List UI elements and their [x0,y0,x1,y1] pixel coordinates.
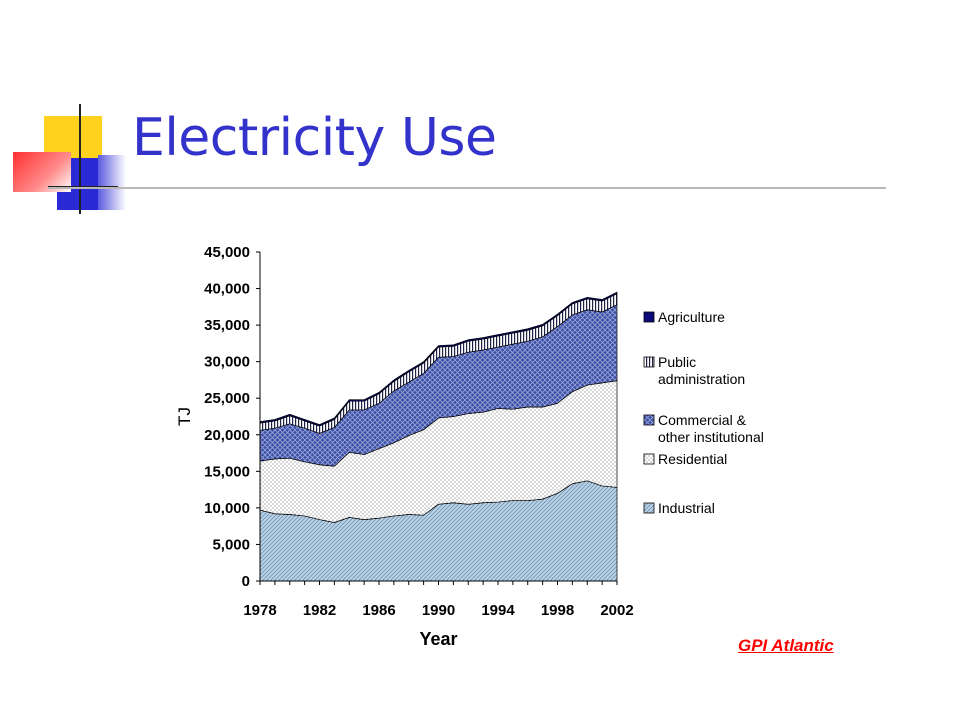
x-tick-label: 1990 [422,602,455,619]
accent-red-block [13,152,71,192]
title-rule [48,187,886,189]
legend-swatch-public-administration [643,356,655,368]
y-tick-label: 45,000 [204,244,250,261]
y-tick-label: 15,000 [204,463,250,480]
legend-label-industrial: Industrial [658,500,715,516]
y-tick-label: 25,000 [204,390,250,407]
x-tick-label: 1982 [303,602,336,619]
y-tick-label: 20,000 [204,427,250,444]
accent-blue-glow [98,155,126,210]
legend-swatch-commercial-and-other-institutional [643,414,655,426]
legend-swatch-industrial [643,502,655,514]
legend-swatch-residential [643,453,655,465]
legend-swatch-agriculture [643,311,655,323]
stacked-area-chart: 0 5,000 10,000 15,000 20,000 25,000 30,000 35,0… [175,244,764,649]
plot-area: 0 5,000 10,000 15,000 20,000 25,000 30,000 35,0… [175,244,634,649]
y-tick-label: 10,000 [204,500,250,517]
x-tick-label: 2002 [600,602,633,619]
accent-vertical-line [79,104,81,214]
legend-label-residential: Residential [658,451,727,467]
area-agriculture [259,291,618,427]
gpi-atlantic-link[interactable]: GPI Atlantic [738,636,834,655]
legend-label-public-administration: Public [658,354,696,370]
legend-label-public-administration: administration [658,371,745,387]
x-axis-label: Year [419,629,457,649]
x-tick-label: 1978 [243,602,276,619]
legend-label-agriculture: Agriculture [658,309,725,325]
x-tick-label: 1998 [541,602,574,619]
x-tick-label: 1986 [362,602,395,619]
y-tick-label: 5,000 [212,536,250,553]
legend-label-commercial-and-other-institutional: other institutional [658,429,764,445]
y-axis-label: TJ [175,407,194,426]
y-tick-label: 0 [242,573,250,590]
page-title: Electricity Use [132,108,497,168]
x-tick-label: 1994 [481,602,515,619]
legend-label-commercial-and-other-institutional: Commercial & [658,412,747,428]
y-tick-label: 35,000 [204,317,250,334]
y-tick-label: 30,000 [204,354,250,371]
y-tick-label: 40,000 [204,281,250,298]
